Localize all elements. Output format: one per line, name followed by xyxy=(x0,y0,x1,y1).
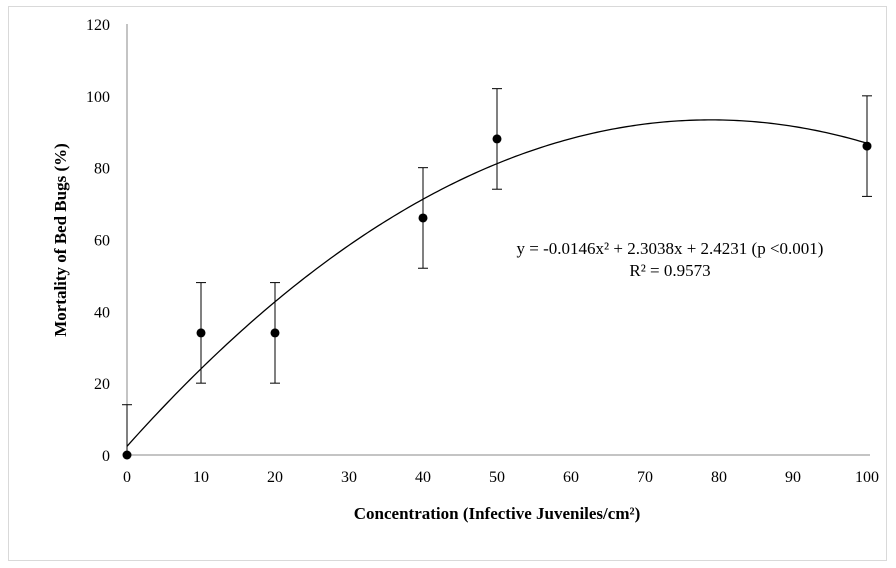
x-tick-labels: 0 10 20 30 40 50 60 70 80 90 100 xyxy=(123,469,879,486)
x-tick-label: 50 xyxy=(489,469,505,486)
y-tick-label: 60 xyxy=(94,233,110,250)
y-tick-label: 80 xyxy=(94,161,110,178)
data-point xyxy=(492,134,502,144)
x-axis-title: Concentration (Infective Juveniles/cm²) xyxy=(354,504,641,523)
chart-frame xyxy=(8,6,887,561)
y-tick-labels: 0 20 40 60 80 100 120 xyxy=(86,17,110,465)
x-tick-label: 40 xyxy=(415,469,431,486)
y-tick-label: 100 xyxy=(86,89,110,106)
data-point xyxy=(196,328,206,338)
data-point xyxy=(270,328,280,338)
data-points xyxy=(122,134,872,460)
data-point xyxy=(418,213,428,223)
trendline-equation: y = -0.0146x² + 2.3038x + 2.4231 (p <0.0… xyxy=(517,239,824,258)
x-tick-label: 20 xyxy=(267,469,283,486)
x-tick-label: 30 xyxy=(341,469,357,486)
x-tick-label: 70 xyxy=(637,469,653,486)
x-tick-label: 80 xyxy=(711,469,727,486)
x-tick-label: 90 xyxy=(785,469,801,486)
data-point xyxy=(862,141,872,151)
r-squared-label: R² = 0.9573 xyxy=(629,261,710,280)
y-axis-title: Mortality of Bed Bugs (%) xyxy=(51,143,70,337)
y-tick-label: 20 xyxy=(94,376,110,393)
y-tick-label: 120 xyxy=(86,17,110,34)
x-tick-label: 10 xyxy=(193,469,209,486)
y-tick-label: 0 xyxy=(102,448,110,465)
x-tick-label: 0 xyxy=(123,469,131,486)
x-tick-label: 60 xyxy=(563,469,579,486)
x-tick-label: 100 xyxy=(855,469,879,486)
error-bars xyxy=(122,88,872,455)
axes xyxy=(126,24,870,456)
data-point xyxy=(122,450,132,460)
y-tick-label: 40 xyxy=(94,304,110,321)
